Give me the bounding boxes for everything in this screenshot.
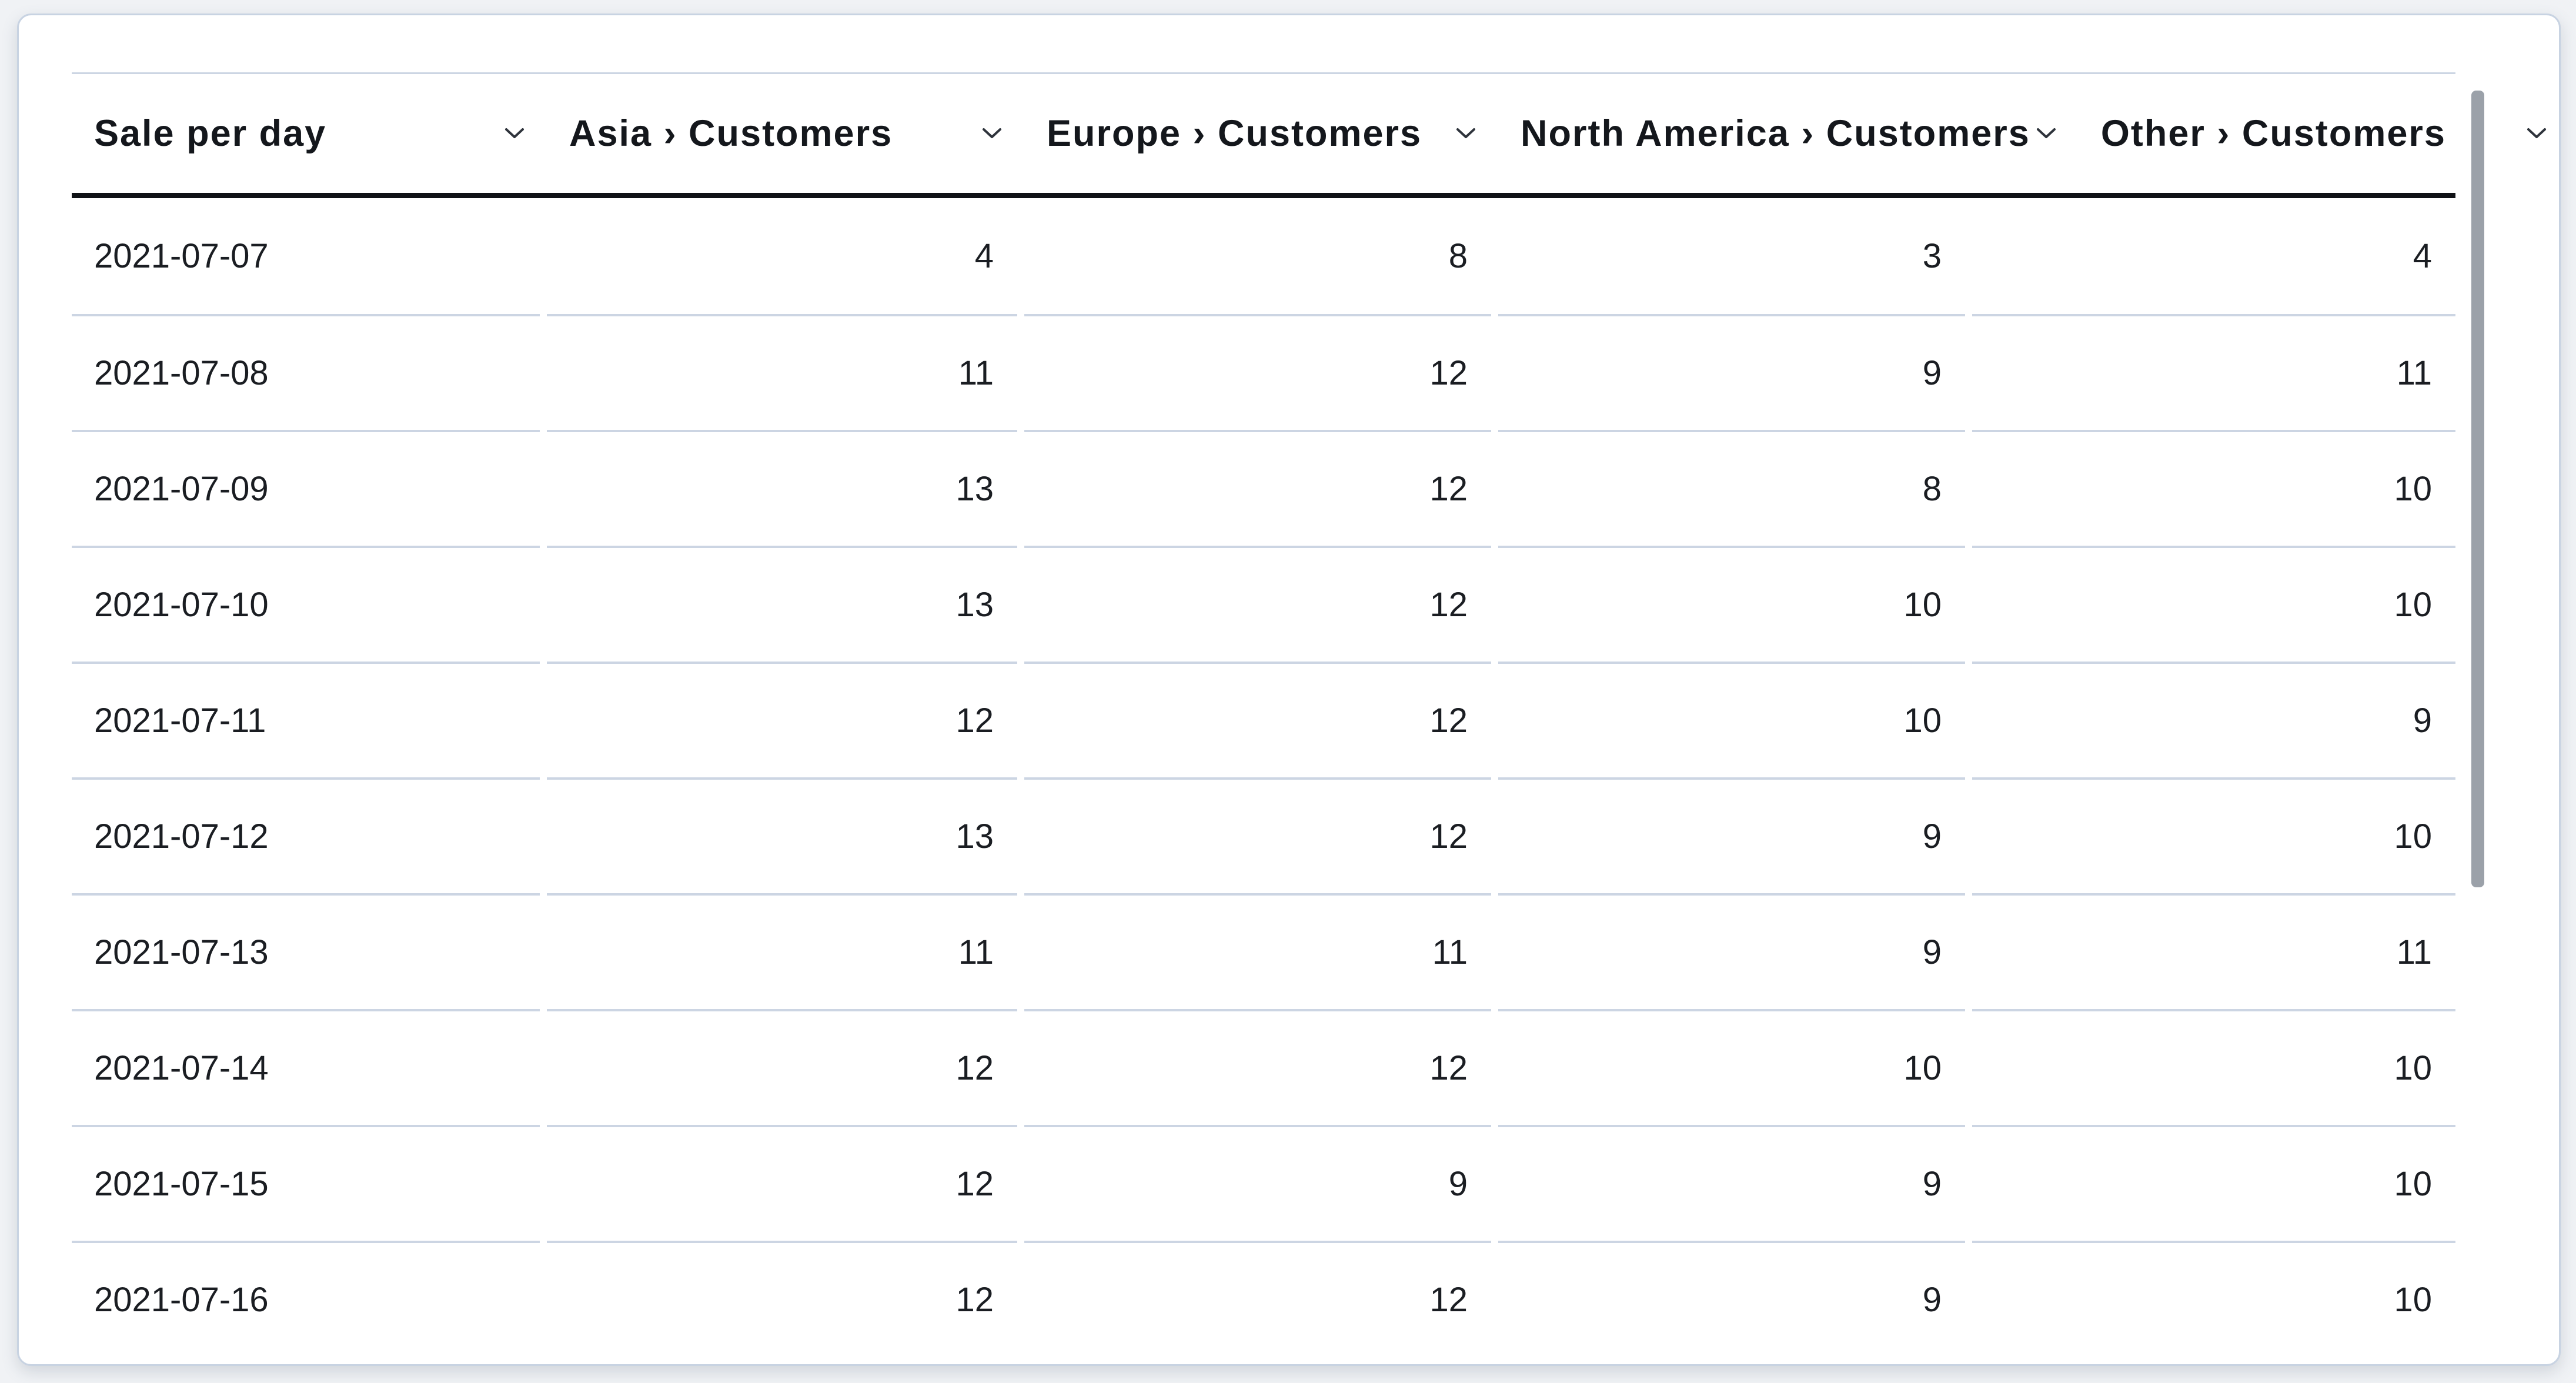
chevron-down-icon[interactable] (2527, 128, 2547, 139)
value-cell: 10 (1972, 777, 2455, 893)
table-body: 2021-07-07 4 8 3 4 2021-07-08 11 12 9 11 2021-07-0… (72, 198, 2455, 1357)
value-cell: 4 (974, 237, 994, 275)
value-cell: 10 (1498, 546, 1965, 662)
value-cell: 8 (1498, 430, 1965, 546)
column-header-north-america-customers[interactable]: North America › Customers (1498, 74, 2072, 193)
table-row: 2021-07-12 13 12 9 10 (72, 777, 2455, 893)
value-cell: 11 (1972, 314, 2455, 430)
chevron-down-icon[interactable] (2036, 128, 2056, 139)
value-cell: 8 (1448, 237, 1468, 275)
table-row: 2021-07-15 12 9 9 10 (72, 1125, 2455, 1241)
value-cell: 9 (1498, 1241, 1965, 1357)
column-header-europe-customers[interactable]: Europe › Customers (1024, 74, 1491, 193)
table-row: 2021-07-09 13 12 8 10 (72, 430, 2455, 546)
column-header-asia-customers[interactable]: Asia › Customers (547, 74, 1017, 193)
value-cell: 9 (1498, 314, 1965, 430)
date-cell: 2021-07-15 (72, 1125, 540, 1241)
table-row: 2021-07-08 11 12 9 11 (72, 314, 2455, 430)
vertical-scrollbar-thumb[interactable] (2471, 91, 2484, 887)
value-cell: 11 (547, 893, 1017, 1009)
results-table: Sale per day Asia › Customers Europe › Cus… (72, 72, 2546, 1357)
column-header-label: Europe › Customers (1047, 113, 1422, 154)
chevron-down-icon[interactable] (982, 128, 1002, 139)
value-cell: 10 (1972, 546, 2455, 662)
date-cell: 2021-07-11 (72, 662, 540, 777)
value-cell: 9 (1498, 893, 1965, 1009)
column-header-label: North America › Customers (1521, 113, 2030, 154)
value-cell: 12 (1024, 777, 1491, 893)
table-row: 2021-07-11 12 12 10 9 (72, 662, 2455, 777)
value-cell: 13 (547, 430, 1017, 546)
value-cell: 12 (1024, 546, 1491, 662)
date-cell: 2021-07-13 (72, 893, 540, 1009)
column-header-other-customers[interactable]: Other › Customers (2079, 74, 2562, 193)
value-cell: 9 (1024, 1125, 1491, 1241)
value-cell: 12 (547, 1241, 1017, 1357)
value-cell: 10 (1972, 1009, 2455, 1125)
table-row: 2021-07-16 12 12 9 10 (72, 1241, 2455, 1357)
value-cell: 12 (1024, 430, 1491, 546)
value-cell: 10 (1972, 430, 2455, 546)
value-cell: 4 (2413, 237, 2432, 275)
value-cell: 3 (1922, 237, 1942, 275)
value-cell: 13 (547, 546, 1017, 662)
value-cell: 11 (547, 314, 1017, 430)
column-header-sale-per-day[interactable]: Sale per day (72, 74, 540, 193)
table-row: 2021-07-14 12 12 10 10 (72, 1009, 2455, 1125)
date-cell: 2021-07-12 (72, 777, 540, 893)
value-cell: 12 (1024, 662, 1491, 777)
value-cell: 12 (547, 662, 1017, 777)
date-cell: 2021-07-10 (72, 546, 540, 662)
value-cell: 12 (547, 1125, 1017, 1241)
value-cell: 10 (1498, 662, 1965, 777)
value-cell: 10 (1498, 1009, 1965, 1125)
value-cell: 13 (547, 777, 1017, 893)
value-cell: 12 (1024, 314, 1491, 430)
column-header-label: Other › Customers (2100, 113, 2446, 154)
table-card: Sale per day Asia › Customers Europe › Cus… (17, 14, 2561, 1366)
value-cell: 11 (1024, 893, 1491, 1009)
date-cell: 2021-07-07 (94, 237, 269, 275)
value-cell: 9 (1498, 777, 1965, 893)
value-cell: 10 (1972, 1241, 2455, 1357)
table-header-row: Sale per day Asia › Customers Europe › Cus… (72, 72, 2546, 198)
table-row: 2021-07-13 11 11 9 11 (72, 893, 2455, 1009)
date-cell: 2021-07-08 (72, 314, 540, 430)
date-cell: 2021-07-09 (72, 430, 540, 546)
date-cell: 2021-07-16 (72, 1241, 540, 1357)
value-cell: 12 (1024, 1009, 1491, 1125)
date-cell: 2021-07-14 (72, 1009, 540, 1125)
chevron-down-icon[interactable] (1456, 128, 1476, 139)
value-cell: 9 (1498, 1125, 1965, 1241)
column-header-label: Asia › Customers (569, 113, 893, 154)
chevron-down-icon[interactable] (504, 128, 524, 139)
value-cell: 10 (1972, 1125, 2455, 1241)
value-cell: 9 (1972, 662, 2455, 777)
table-row: 2021-07-10 13 12 10 10 (72, 546, 2455, 662)
column-header-label: Sale per day (94, 113, 327, 154)
value-cell: 12 (1024, 1241, 1491, 1357)
value-cell: 12 (547, 1009, 1017, 1125)
value-cell: 11 (1972, 893, 2455, 1009)
table-row: 2021-07-07 4 8 3 4 (72, 198, 2455, 314)
